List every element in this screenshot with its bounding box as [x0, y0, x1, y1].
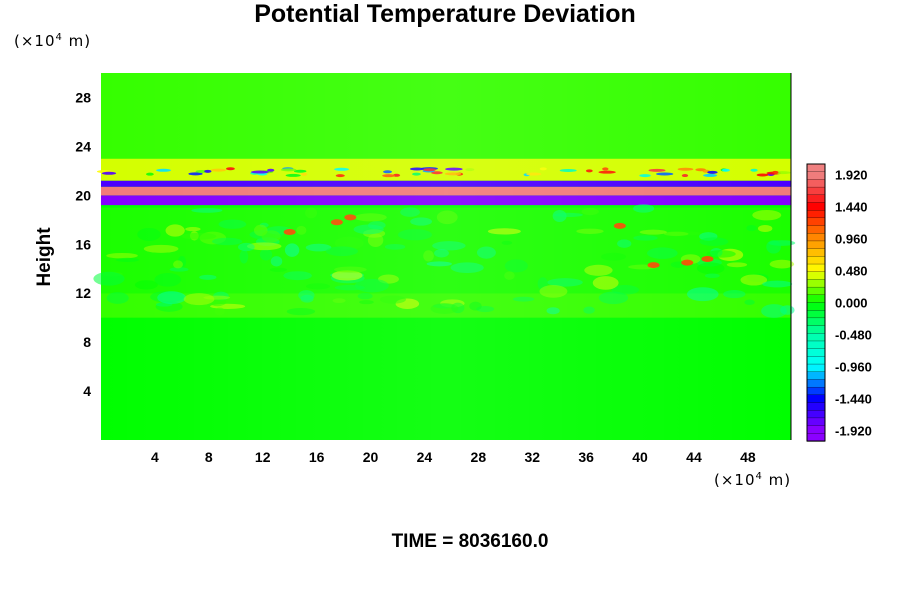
colorbar-step	[806, 363, 826, 373]
y-unit-label: (×104 m)	[14, 32, 92, 50]
colorbar-step	[806, 186, 826, 196]
y-tick-label: 28	[75, 89, 91, 105]
chart-title: Potential Temperature Deviation	[254, 0, 636, 28]
colorbar-label: -0.960	[835, 359, 872, 374]
colorbar-step	[806, 240, 826, 250]
colorbar-step	[806, 217, 826, 227]
colorbar-step	[806, 325, 826, 334]
colorbar-step	[806, 171, 826, 181]
colorbar-step	[806, 433, 826, 442]
colorbar-step	[806, 348, 826, 358]
y-tick-label: 4	[83, 383, 91, 399]
colorbar-step	[806, 394, 826, 404]
colorbar-step	[806, 256, 826, 265]
y-tick-label: 20	[75, 187, 91, 203]
colorbar-step	[806, 371, 826, 381]
colorbar-step	[806, 279, 826, 288]
colorbar-label: 0.000	[835, 296, 868, 311]
x-tick-label: 32	[524, 449, 540, 465]
x-tick-label: 4	[151, 449, 159, 465]
x-tick-label: 44	[686, 449, 702, 465]
colorbar-step	[806, 340, 826, 350]
x-tick-label: 24	[417, 449, 433, 465]
heatmap-sheen	[101, 73, 791, 440]
colorbar-label: 1.920	[835, 168, 868, 183]
plot-area	[93, 73, 796, 440]
colorbar-step	[806, 386, 826, 396]
time-label: TIME = 8036160.0	[391, 531, 549, 552]
colorbar-step	[806, 310, 826, 319]
colorbar-step	[806, 302, 826, 311]
colorbar-step	[806, 225, 826, 234]
colorbar-step	[806, 263, 826, 273]
colorbar-step	[806, 317, 826, 327]
x-tick-label: 36	[578, 449, 594, 465]
colorbar-label: -1.440	[835, 391, 872, 406]
y-tick-label: 24	[75, 138, 91, 154]
y-tick-label: 8	[83, 334, 91, 350]
colorbar-step	[806, 286, 826, 296]
colorbar-label: -0.480	[835, 327, 872, 342]
colorbar-step	[806, 379, 826, 388]
colorbar-step	[806, 333, 826, 342]
colorbar-frame	[806, 163, 826, 442]
colorbar-label: 0.480	[835, 264, 868, 279]
colorbar-label: 0.960	[835, 232, 868, 247]
colorbar-step	[806, 410, 826, 419]
colorbar-step	[806, 179, 826, 188]
x-tick-label: 16	[309, 449, 325, 465]
x-tick-label: 40	[632, 449, 648, 465]
y-tick-label: 12	[75, 285, 91, 301]
colorbar-step	[806, 233, 826, 242]
colorbar-step	[806, 202, 826, 211]
colorbar-step	[806, 356, 826, 365]
colorbar-label: -1.920	[835, 423, 872, 438]
x-tick-label: 12	[255, 449, 271, 465]
x-tick-label: 20	[363, 449, 379, 465]
x-tick-label: 8	[205, 449, 213, 465]
colorbar-step	[806, 194, 826, 204]
colorbar-label: 1.440	[835, 200, 868, 215]
y-tick-label: 16	[75, 236, 91, 252]
y-axis-label: Height	[34, 227, 55, 287]
colorbar-step	[806, 425, 826, 434]
colorbar-step	[806, 402, 826, 411]
colorbar-step	[806, 210, 826, 219]
colorbar-step	[806, 163, 826, 173]
colorbar-step	[806, 248, 826, 257]
x-tick-label: 28	[471, 449, 487, 465]
colorbar: 1.920 1.440 0.960 0.480 0.000 -0.480 -0.960 -1.…	[806, 163, 872, 442]
x-unit-label: (×104 m)	[714, 471, 792, 489]
colorbar-step	[806, 271, 826, 281]
colorbar-step	[806, 417, 826, 427]
colorbar-step	[806, 294, 826, 304]
x-tick-label: 48	[740, 449, 756, 465]
